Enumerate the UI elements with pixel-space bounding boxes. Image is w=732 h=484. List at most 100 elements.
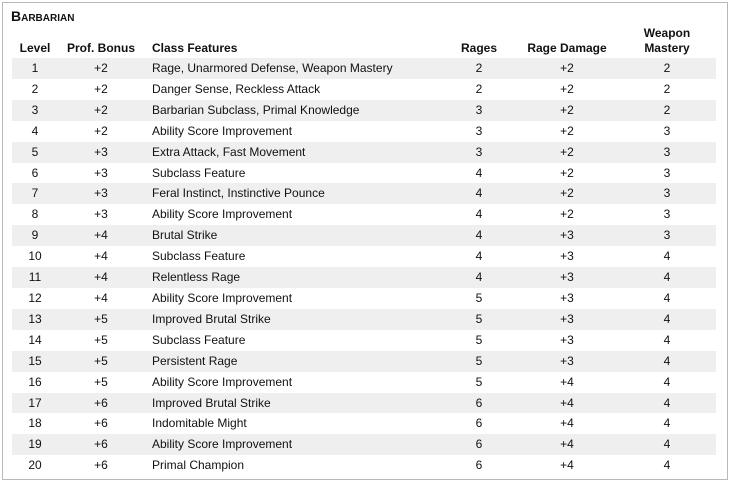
- table-cell: Subclass Feature: [152, 332, 246, 347]
- table-cell: +6: [58, 434, 144, 456]
- table-cell: Barbarian Subclass, Primal Knowledge: [144, 99, 442, 121]
- table-cell: +4: [94, 249, 108, 264]
- table-cell: 5: [475, 332, 483, 347]
- table-cell: +2: [94, 123, 108, 138]
- table-cell: +2: [516, 58, 618, 79]
- table-cell: 4: [618, 350, 716, 372]
- table-row: 12 +4 Ability Score Improvement 5 +3 4: [12, 288, 716, 309]
- table-cell: 2: [618, 99, 716, 121]
- table-cell: 4: [31, 123, 39, 138]
- table-body: 1 +2 Rage, Unarmored Defense, Weapon Maste…: [12, 58, 716, 476]
- table-cell: 5: [475, 374, 483, 389]
- table-row: 6 +3 Subclass Feature 4 +2 3: [12, 163, 716, 184]
- table-cell: 10: [28, 249, 42, 264]
- table-cell: Persistent Rage: [144, 350, 442, 372]
- table-row: 1 +2 Rage, Unarmored Defense, Weapon Maste…: [12, 58, 716, 79]
- table-row: 13 +5 Improved Brutal Strike 5 +3 4: [12, 308, 716, 330]
- table-cell: Ability Score Improvement: [152, 290, 293, 305]
- table-cell: +2: [516, 141, 618, 163]
- table-cell: 3: [442, 99, 516, 121]
- table-row: 4 +2 Ability Score Improvement 3 +2 3: [12, 121, 716, 142]
- table-row: 15 +5 Persistent Rage 5 +3 4: [12, 350, 716, 372]
- table-cell: +4: [58, 225, 144, 247]
- table-cell: 4: [442, 183, 516, 205]
- table-cell: 4: [475, 249, 483, 264]
- table-cell: 18: [28, 416, 42, 431]
- table-row: 10 +4 Subclass Feature 4 +3 4: [12, 246, 716, 267]
- table-cell: 4: [663, 290, 671, 305]
- table-cell: +2: [58, 99, 144, 121]
- table-cell: Indomitable Might: [152, 416, 247, 431]
- table-cell: 15: [12, 350, 58, 372]
- table-cell: 2: [31, 81, 39, 96]
- table-cell: 11: [12, 267, 58, 288]
- table-cell: Extra Attack, Fast Movement: [144, 141, 442, 163]
- table-cell: 5: [442, 350, 516, 372]
- table-cell: +2: [516, 183, 618, 205]
- table-cell: 3: [663, 207, 671, 222]
- table-cell: 4: [663, 374, 671, 389]
- table-cell: Ability Score Improvement: [144, 434, 442, 456]
- table-cell: 4: [442, 225, 516, 247]
- header-row: Level Prof. Bonus Class Features Rages Rage …: [12, 24, 716, 58]
- table-cell: +3: [516, 225, 618, 247]
- table-cell: Danger Sense, Reckless Attack: [152, 81, 321, 96]
- table-row: 16 +5 Ability Score Improvement 5 +4 4: [12, 372, 716, 393]
- table-row: 5 +3 Extra Attack, Fast Movement 3 +2 3: [12, 141, 716, 163]
- table-cell: Ability Score Improvement: [152, 123, 293, 138]
- table-cell: 3: [663, 123, 671, 138]
- table-cell: +6: [94, 458, 108, 473]
- table-row: 9 +4 Brutal Strike 4 +3 3: [12, 225, 716, 247]
- table-cell: 13: [12, 308, 58, 330]
- table-cell: +5: [58, 350, 144, 372]
- table-cell: 3: [12, 99, 58, 121]
- table-cell: +3: [560, 290, 574, 305]
- table-cell: +3: [516, 308, 618, 330]
- table-cell: +3: [94, 165, 108, 180]
- table-cell: 3: [442, 141, 516, 163]
- table-cell: +3: [58, 141, 144, 163]
- column-header: Weapon Mastery: [643, 26, 691, 55]
- table-cell: +4: [560, 416, 574, 431]
- class-table: Level Prof. Bonus Class Features Rages Rage …: [12, 24, 716, 476]
- table-cell: 1: [12, 58, 58, 79]
- table-row: 19 +6 Ability Score Improvement 6 +4 4: [12, 434, 716, 456]
- table-cell: 6: [31, 165, 39, 180]
- table-cell: Brutal Strike: [144, 225, 442, 247]
- table-cell: Feral Instinct, Instinctive Pounce: [144, 183, 442, 205]
- column-header: Class Features: [152, 41, 238, 55]
- table-cell: +4: [560, 374, 574, 389]
- table-cell: 20: [28, 458, 42, 473]
- table-row: 17 +6 Improved Brutal Strike 6 +4 4: [12, 392, 716, 414]
- frame: [2, 2, 728, 480]
- table-cell: 4: [442, 267, 516, 288]
- table-cell: 2: [475, 81, 483, 96]
- table-cell: 6: [442, 392, 516, 414]
- table-cell: Rage, Unarmored Defense, Weapon Mastery: [144, 58, 442, 79]
- table-cell: 6: [475, 458, 483, 473]
- table-cell: 14: [28, 332, 42, 347]
- table-cell: Ability Score Improvement: [152, 374, 293, 389]
- table-cell: +4: [560, 458, 574, 473]
- table-cell: 6: [475, 416, 483, 431]
- table-title: Barbarian: [11, 8, 75, 24]
- table-row: 3 +2 Barbarian Subclass, Primal Knowledge 3…: [12, 99, 716, 121]
- table-cell: 3: [618, 141, 716, 163]
- column-header: Rage Damage: [527, 41, 607, 55]
- column-header: Prof. Bonus: [67, 41, 135, 55]
- table-cell: +2: [58, 58, 144, 79]
- table-row: 14 +5 Subclass Feature 5 +3 4: [12, 330, 716, 351]
- table-cell: 7: [12, 183, 58, 205]
- table-cell: 4: [663, 416, 671, 431]
- table-cell: Subclass Feature: [152, 249, 246, 264]
- table-row: 18 +6 Indomitable Might 6 +4 4: [12, 413, 716, 434]
- table-cell: 6: [442, 434, 516, 456]
- table-cell: 5: [442, 308, 516, 330]
- table-cell: +5: [94, 374, 108, 389]
- table-cell: 17: [12, 392, 58, 414]
- table-cell: Relentless Rage: [144, 267, 442, 288]
- table-cell: 4: [663, 332, 671, 347]
- table-cell: Improved Brutal Strike: [144, 392, 442, 414]
- table-cell: 9: [12, 225, 58, 247]
